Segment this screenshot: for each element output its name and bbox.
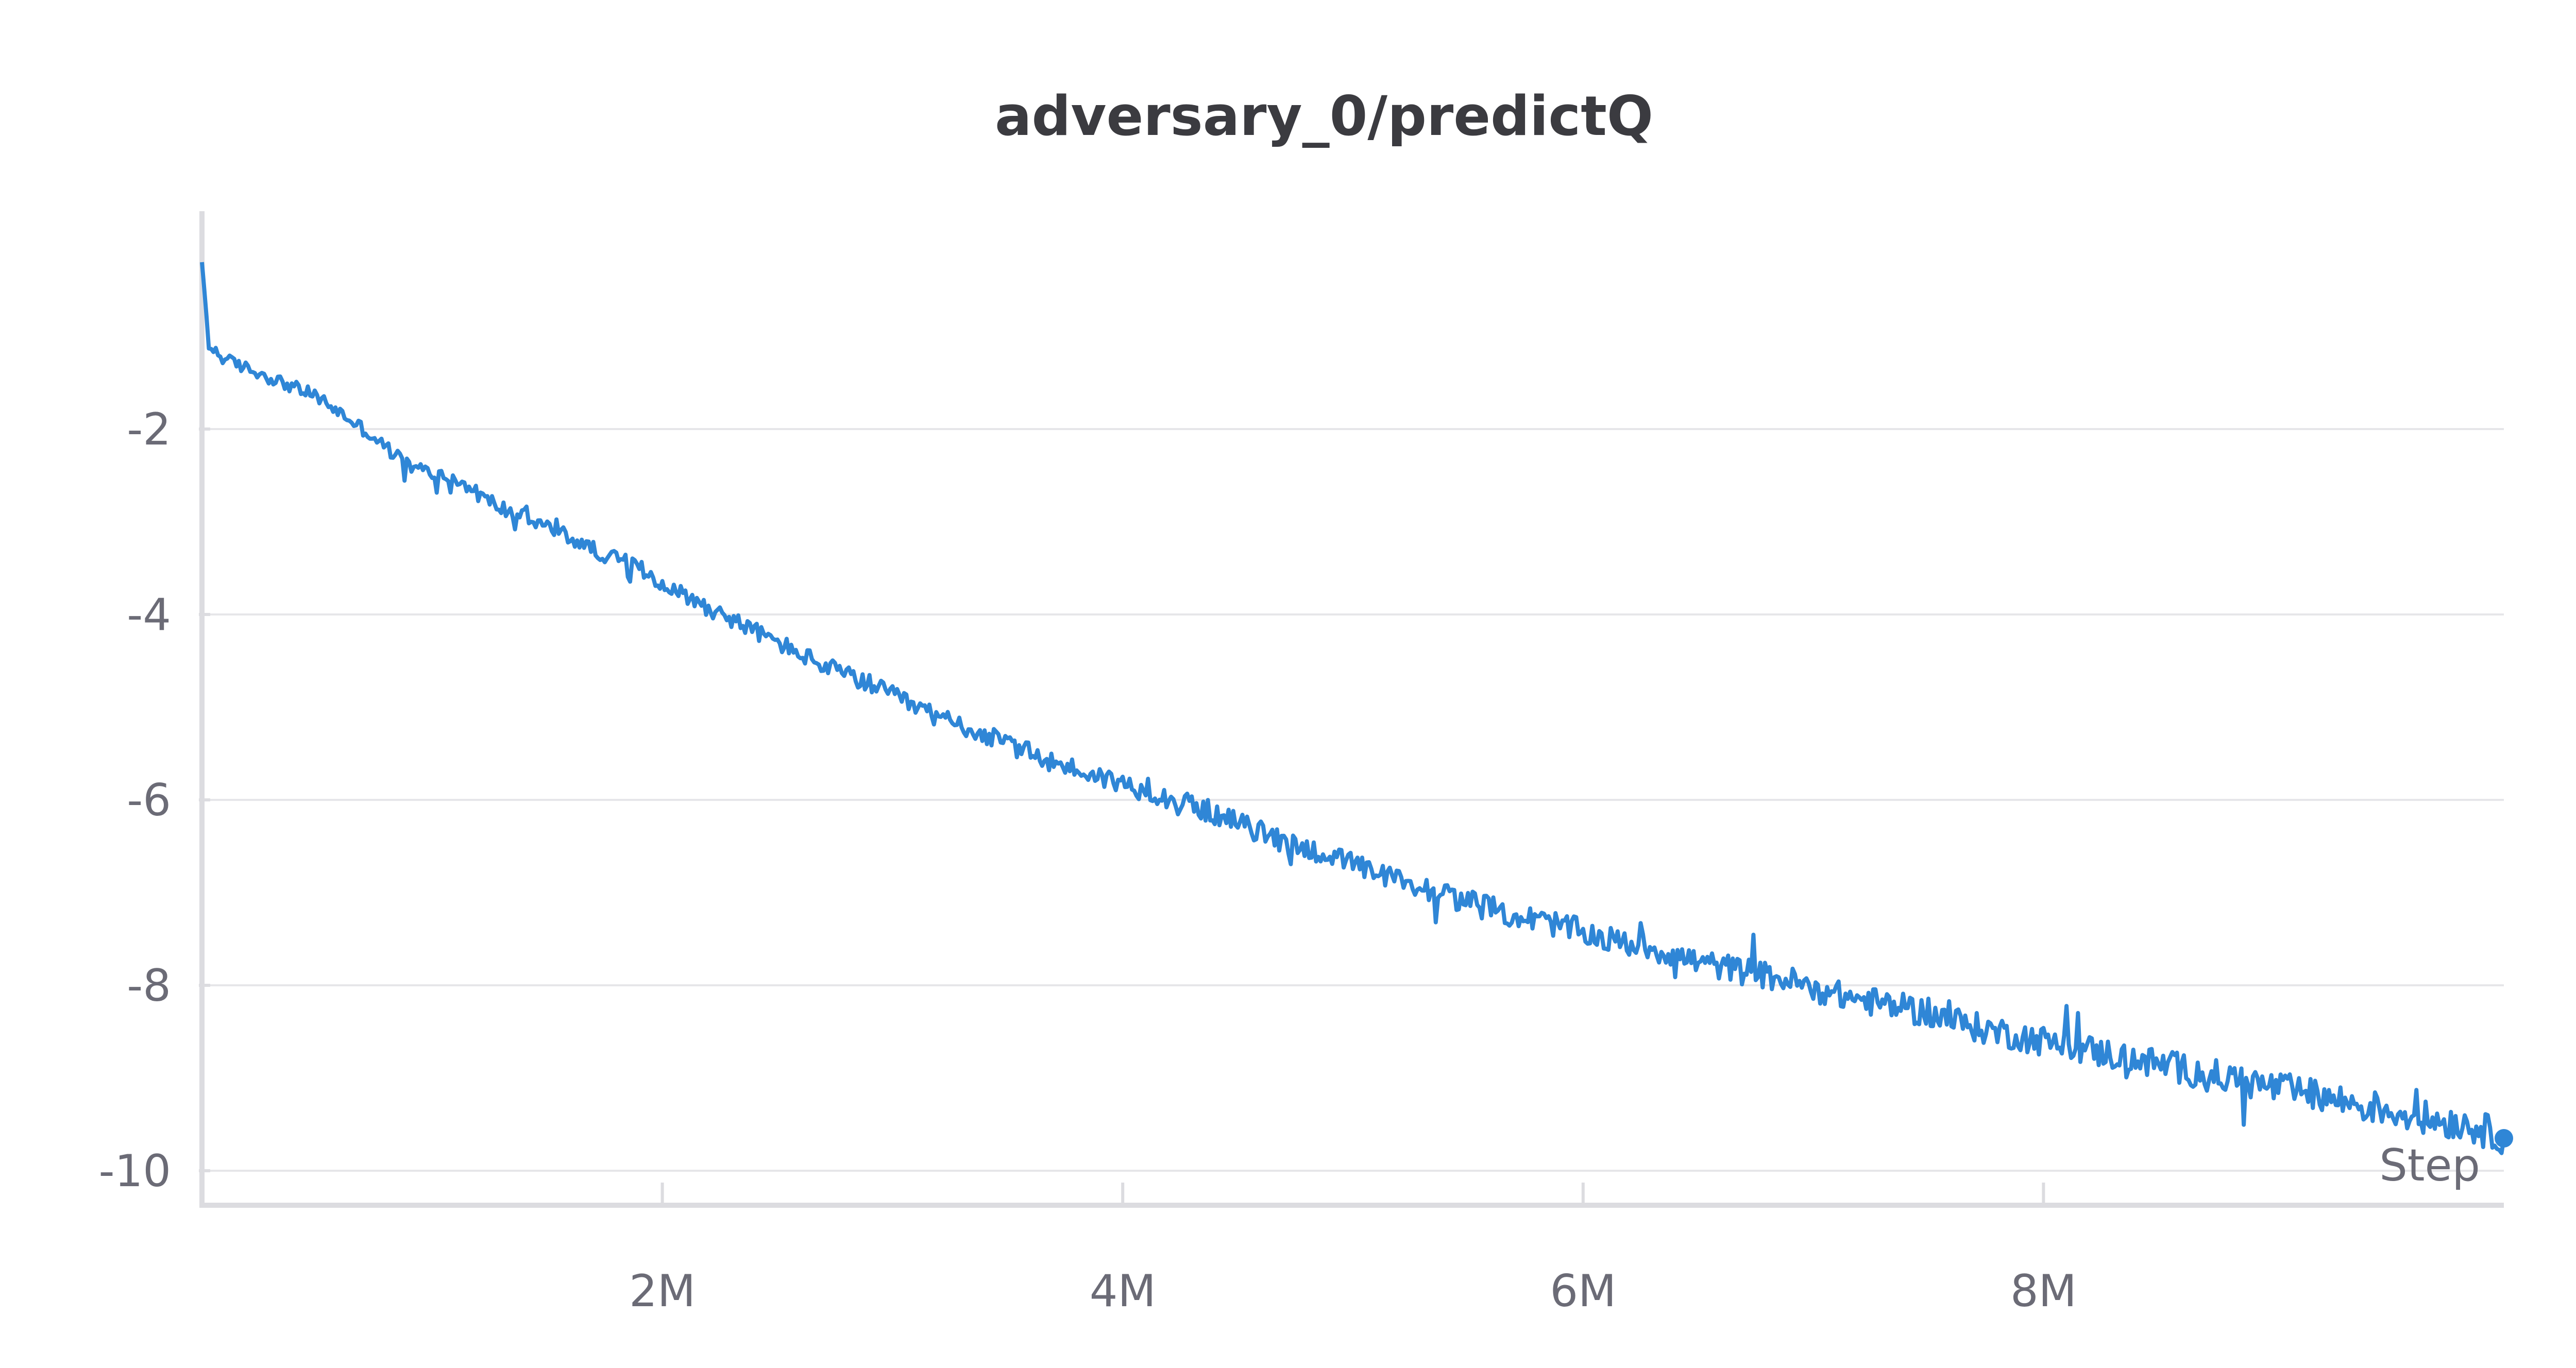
chart-title: adversary_0/predictQ: [995, 84, 1653, 148]
x-tick-label: 8M: [2010, 1266, 2077, 1317]
axes: [199, 211, 2504, 1208]
series-layer: [200, 262, 2513, 1155]
x-tick-label: 6M: [1550, 1266, 1616, 1317]
tick-labels: -2 -4 -6 -8 -10 2M 4M 6M 8M: [99, 404, 2077, 1317]
y-tick-label: -4: [127, 589, 171, 641]
series-line: [200, 262, 2506, 1155]
x-tick-label: 2M: [629, 1266, 696, 1317]
y-tick-label: -10: [99, 1145, 171, 1197]
y-tick-label: -6: [127, 775, 171, 826]
x-axis-label: Step: [2379, 1140, 2480, 1191]
y-tick-label: -8: [127, 960, 171, 1012]
x-tick-label: 4M: [1090, 1266, 1156, 1317]
y-tick-label: -2: [127, 404, 171, 455]
series-end-point: [2495, 1129, 2513, 1148]
gridlines: [202, 428, 2504, 1172]
